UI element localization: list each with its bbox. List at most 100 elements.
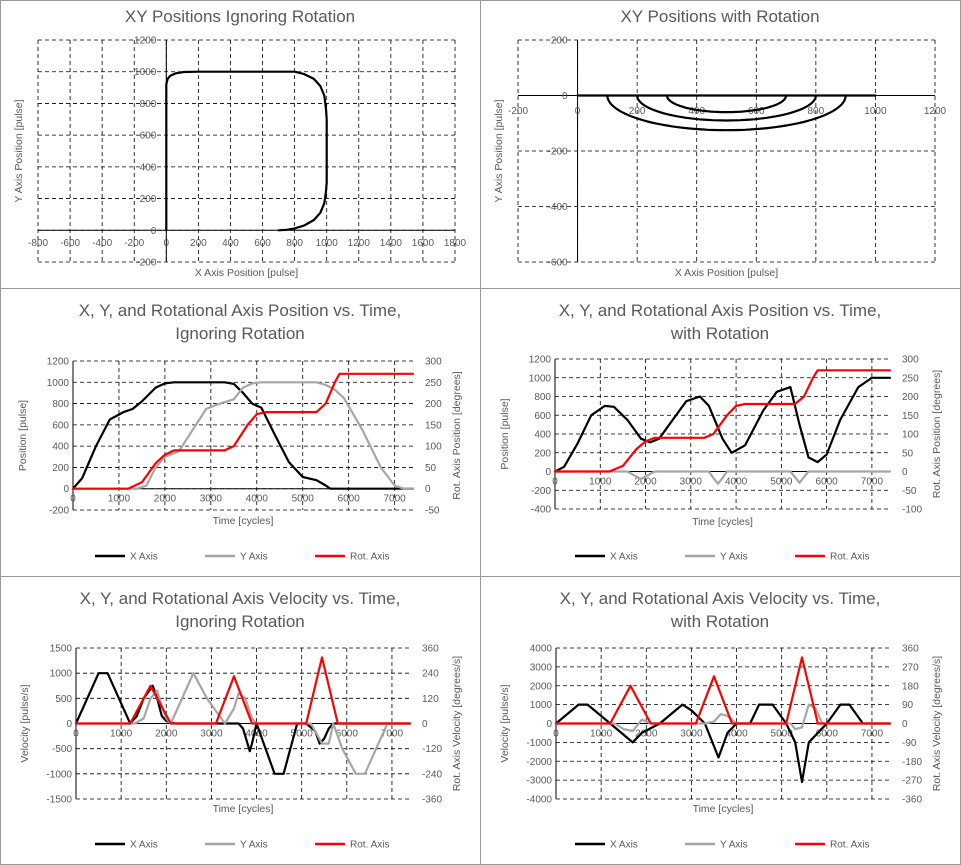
- y-tick-label: 0: [562, 91, 568, 102]
- series-line-arc-200: [665, 94, 788, 114]
- y-tick-label: 200: [534, 448, 551, 459]
- x-tick-label: 6000: [336, 729, 359, 740]
- x-tick-label: 7000: [861, 729, 884, 740]
- y-tick-label: 1200: [529, 355, 552, 366]
- legend-label: Y Axis: [240, 552, 268, 563]
- chart-title: Ignoring Rotation: [175, 324, 304, 343]
- chart-svg: XY Positions Ignoring Rotation -800 -600 -4…: [13, 7, 467, 279]
- y-tick-label: -1000: [46, 769, 72, 780]
- y-tick-label: -500: [52, 744, 72, 755]
- x-tick-label: -800: [28, 238, 48, 249]
- chart-xy-with-rotation: XY Positions with Rotation -200 0 200 400 600…: [480, 0, 961, 289]
- x-tick-label: 400: [688, 106, 705, 117]
- y2-tick-label: -50: [425, 506, 440, 517]
- y-tick-label: 0: [63, 484, 69, 495]
- x-tick-label: 1000: [108, 494, 131, 505]
- y2-tick-label: -50: [902, 486, 917, 497]
- y-axis-label: Y Axis Position [pulse]: [13, 99, 25, 202]
- chart-svg: X, Y, and Rotational Axis Position vs. T…: [499, 301, 943, 563]
- x-tick-label: 2000: [635, 729, 658, 740]
- x-tick-label: 3000: [200, 494, 223, 505]
- y-tick-label: 400: [52, 442, 69, 453]
- y-tick-label: 800: [52, 399, 69, 410]
- x-tick-label: 0: [575, 106, 581, 117]
- y2-tick-label: 120: [422, 694, 439, 705]
- y2-tick-label: 0: [425, 484, 431, 495]
- y-tick-label: 1000: [47, 378, 70, 389]
- series-line-x-axis: [71, 381, 415, 490]
- y2-tick-label: 250: [425, 378, 442, 389]
- y2-tick-label: 0: [902, 719, 908, 730]
- x-tick-label: 4000: [245, 729, 268, 740]
- x-axis-label: X Axis Position [pulse]: [195, 267, 298, 279]
- y-tick-label: 1000: [530, 700, 553, 711]
- y-axis-label: Position [pulse]: [17, 400, 29, 471]
- legend-label: X Axis: [130, 552, 158, 563]
- y-tick-label: 0: [546, 719, 552, 730]
- y-tick-label: -3000: [526, 776, 552, 787]
- x-tick-label: 0: [70, 494, 76, 505]
- series-line-rot-axis: [554, 656, 892, 725]
- legend-label: Rot. Axis: [830, 840, 869, 851]
- x-tick-label: 1600: [412, 238, 435, 249]
- y-tick-label: 600: [534, 411, 551, 422]
- y-tick-label: -1500: [46, 795, 72, 806]
- x-tick-label: 7000: [383, 494, 406, 505]
- y2-tick-label: 300: [902, 355, 919, 366]
- y2-tick-label: 100: [425, 442, 442, 453]
- y2-tick-label: -270: [902, 776, 922, 787]
- legend-label: Y Axis: [240, 840, 268, 851]
- y-tick-label: 0: [66, 719, 72, 730]
- chart-svg: X, Y, and Rotational Axis Position vs. T…: [17, 301, 463, 563]
- y-tick-label: 800: [534, 392, 551, 403]
- chart-velocity-with-rotation: X, Y, and Rotational Axis Velocity vs. T…: [480, 576, 961, 865]
- y2-tick-label: 360: [902, 644, 919, 655]
- gridlines: [517, 39, 936, 263]
- x-tick-label: 4000: [725, 729, 748, 740]
- x-axis-label: Time [cycles]: [692, 516, 753, 528]
- chart-title: XY Positions with Rotation: [620, 7, 819, 26]
- x-tick-label: 6000: [816, 729, 839, 740]
- series-line-rot-axis: [74, 656, 412, 725]
- x-tick-label: 0: [552, 477, 558, 488]
- series-line-y-axis: [71, 381, 415, 490]
- y2-tick-label: 0: [422, 719, 428, 730]
- x-tick-label: 4000: [725, 477, 748, 488]
- y-axis-label: Position [pulse]: [499, 398, 511, 469]
- y2-tick-label: 240: [422, 669, 439, 680]
- y2-tick-label: 150: [902, 411, 919, 422]
- x-tick-label: 0: [73, 729, 79, 740]
- series-line-arc-300: [636, 94, 817, 122]
- chart-svg: X, Y, and Rotational Axis Velocity vs. T…: [19, 589, 463, 851]
- legend-label: Rot. Axis: [350, 840, 389, 851]
- x-tick-label: 0: [164, 238, 170, 249]
- y-tick-label: 1000: [50, 669, 73, 680]
- legend-label: Y Axis: [720, 840, 748, 851]
- x-tick-label: 1000: [316, 238, 339, 249]
- x-tick-label: 1000: [589, 477, 612, 488]
- y-tick-label: 200: [551, 36, 568, 47]
- series-line-x-axis: [74, 672, 412, 775]
- x-tick-label: 7000: [381, 729, 404, 740]
- y2-axis-label: Rot. Axis Position [degrees]: [931, 370, 943, 498]
- legend: X Axis Y Axis Rot. Axis: [95, 840, 389, 851]
- y-axis-label: Y Axis Position [pulse]: [493, 99, 505, 202]
- x-tick-label: 5000: [292, 494, 315, 505]
- y2-axis-label: Rot. Axis Velocity [degrees/s]: [931, 656, 943, 791]
- y2-tick-label: 270: [902, 662, 919, 673]
- y-tick-label: 0: [151, 226, 157, 237]
- x-tick-label: -200: [508, 106, 528, 117]
- y-tick-label: 200: [52, 463, 69, 474]
- x-tick-label: 3000: [680, 729, 703, 740]
- legend-label: Rot. Axis: [350, 552, 389, 563]
- x-tick-label: -400: [92, 238, 112, 249]
- chart-velocity-ignoring: X, Y, and Rotational Axis Velocity vs. T…: [0, 576, 481, 865]
- x-axis-label: Time [cycles]: [213, 803, 274, 815]
- legend: X Axis Y Axis Rot. Axis: [95, 552, 389, 563]
- x-tick-label: 400: [222, 238, 239, 249]
- x-tick-label: 1000: [590, 729, 613, 740]
- chart-position-ignoring: X, Y, and Rotational Axis Position vs. T…: [0, 288, 481, 577]
- y-tick-label: 3000: [530, 662, 553, 673]
- chart-title: X, Y, and Rotational Axis Velocity vs. T…: [80, 589, 401, 608]
